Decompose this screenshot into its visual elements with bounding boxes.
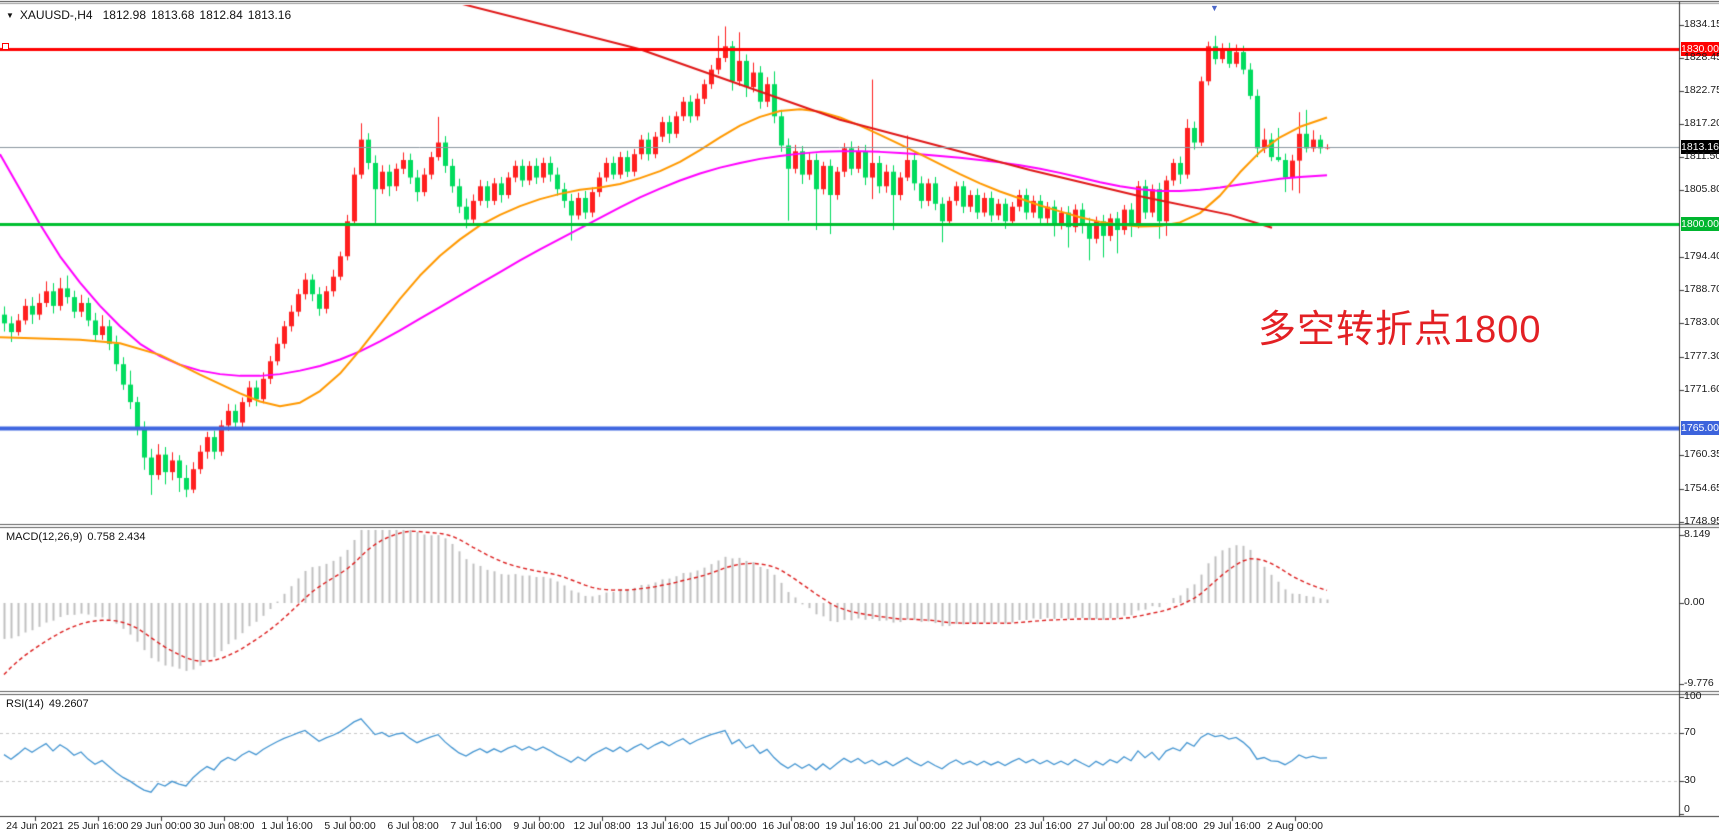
ohlc-close: 1813.16 [247, 8, 292, 22]
time-axis-label: 23 Jul 16:00 [1014, 820, 1072, 832]
rsi-axis-label: 70 [1684, 726, 1696, 738]
rsi-indicator-label: RSI(14) 49.2607 [6, 698, 89, 710]
price-axis-label: 1817.20 [1684, 117, 1719, 129]
macd-axis-label: -9.776 [1684, 677, 1714, 689]
rsi-axis-label: 30 [1684, 774, 1696, 786]
price-badge-support-1800: 1800.00 [1681, 217, 1719, 231]
annotation-text: 多空转折点1800 [1258, 309, 1542, 351]
rsi-axis-label: 0 [1684, 803, 1690, 815]
rsi-name: RSI(14) [6, 698, 44, 710]
time-axis-label: 5 Jul 00:00 [324, 820, 376, 832]
time-axis-label: 25 Jun 16:00 [67, 820, 129, 832]
price-axis-label: 1788.70 [1684, 283, 1719, 295]
price-badge-support-1765: 1765.00 [1681, 421, 1719, 435]
symbol-dropdown-icon[interactable]: ▼ [6, 11, 14, 20]
time-axis-label: 1 Jul 16:00 [261, 820, 313, 832]
time-axis-label: 27 Jul 00:00 [1077, 820, 1135, 832]
time-axis-label: 21 Jul 00:00 [888, 820, 946, 832]
price-badge-current: 1813.16 [1681, 140, 1719, 154]
time-axis-label: 6 Jul 08:00 [387, 820, 439, 832]
price-axis-label: 1822.75 [1684, 84, 1719, 96]
price-axis-label: 1783.00 [1684, 316, 1719, 328]
time-axis-label: 29 Jul 16:00 [1203, 820, 1261, 832]
macd-values: 0.758 2.434 [87, 531, 146, 543]
macd-indicator-label: MACD(12,26,9) 0.758 2.434 [6, 531, 146, 543]
price-axis-label: 1771.60 [1684, 383, 1719, 395]
price-axis-label: 1834.15 [1684, 18, 1719, 30]
hline-handle-icon[interactable] [2, 43, 9, 50]
time-axis-label: 22 Jul 08:00 [951, 820, 1009, 832]
time-axis-label: 13 Jul 16:00 [636, 820, 694, 832]
time-axis-label: 7 Jul 16:00 [450, 820, 502, 832]
macd-axis-label: 0.00 [1684, 596, 1705, 608]
price-axis-label: 1794.40 [1684, 250, 1719, 262]
ohlc-low: 1812.84 [199, 8, 243, 22]
time-axis-label: 24 Jun 2021 [6, 820, 64, 832]
price-axis-label: 1748.95 [1684, 515, 1719, 527]
time-axis-label: 2 Aug 00:00 [1266, 820, 1324, 832]
time-axis-label: 30 Jun 08:00 [193, 820, 255, 832]
symbol-timeframe-label: XAUUSD-,H4 [19, 8, 93, 22]
price-axis-label: 1828.45 [1684, 51, 1719, 63]
chart-title-line: ▼ XAUUSD-,H4 1812.98 1813.68 1812.84 1813.16 [6, 8, 296, 22]
ohlc-open: 1812.98 [102, 8, 146, 22]
time-axis-label: 19 Jul 16:00 [825, 820, 883, 832]
price-axis-label: 1754.65 [1684, 482, 1719, 494]
price-axis-label: 1760.35 [1684, 448, 1719, 460]
time-axis-label: 16 Jul 08:00 [762, 820, 820, 832]
macd-axis-label: 8.149 [1684, 528, 1711, 540]
time-axis-label: 12 Jul 08:00 [573, 820, 631, 832]
price-axis-label: 1805.80 [1684, 183, 1719, 195]
price-axis-label: 1777.30 [1684, 350, 1719, 362]
price-badge-resistance: 1830.00 [1681, 42, 1719, 56]
time-axis-label: 9 Jul 00:00 [513, 820, 565, 832]
price-axis-label: 1811.50 [1684, 150, 1719, 162]
rsi-value: 49.2607 [48, 698, 89, 710]
macd-name: MACD(12,26,9) [6, 531, 83, 543]
time-axis-label: 29 Jun 00:00 [130, 820, 192, 832]
time-axis-label: 15 Jul 00:00 [699, 820, 757, 832]
ohlc-high: 1813.68 [151, 8, 195, 22]
time-axis-label: 28 Jul 08:00 [1140, 820, 1198, 832]
scroll-to-end-icon[interactable]: ▼ [1210, 3, 1219, 13]
rsi-axis-label: 100 [1684, 690, 1702, 702]
